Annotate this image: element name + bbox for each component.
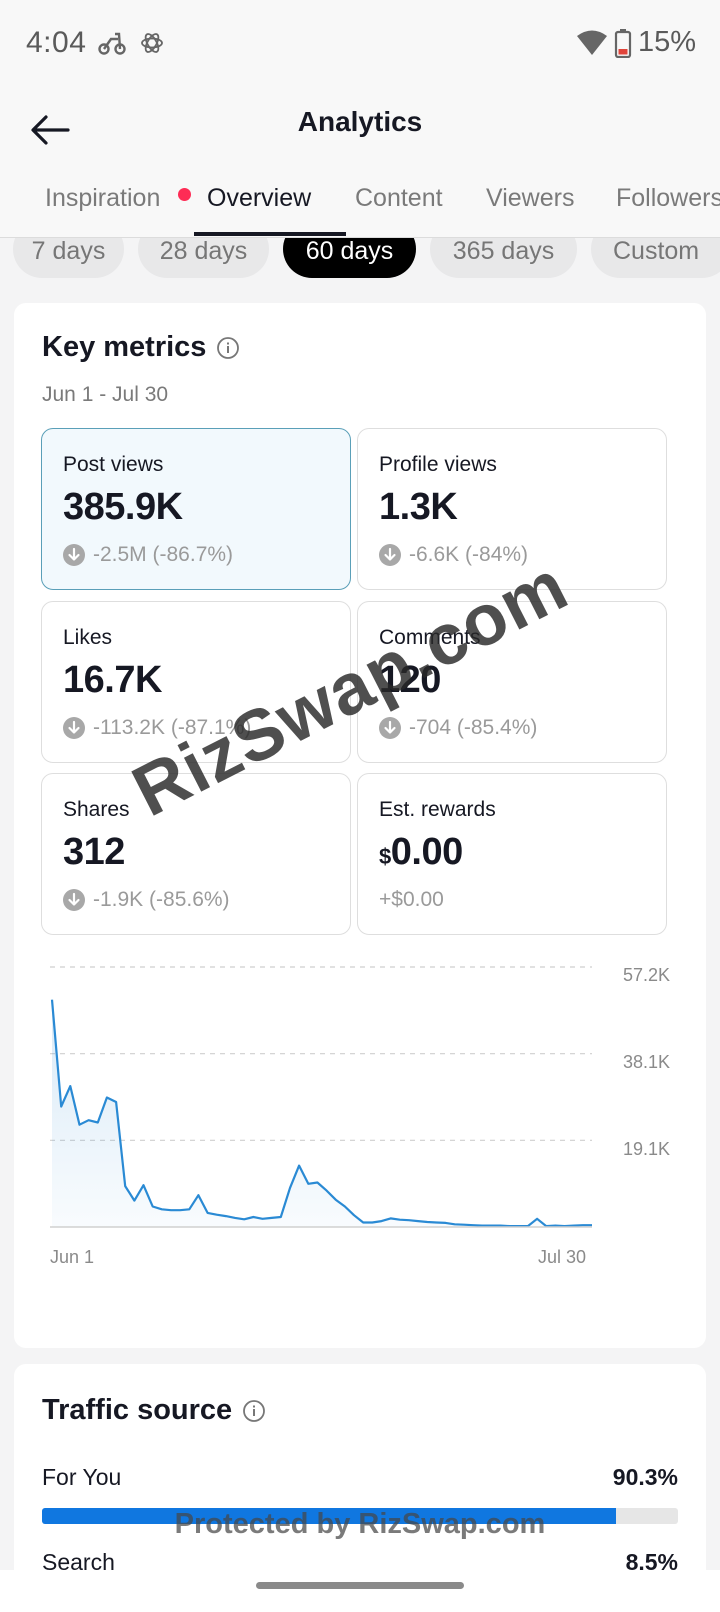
active-tab-indicator: [194, 232, 346, 236]
date-range: Jun 1 - Jul 30: [42, 383, 169, 406]
back-button[interactable]: [26, 106, 74, 154]
scooter-icon: [98, 32, 126, 55]
traffic-source-heading: Traffic source: [42, 1394, 233, 1426]
metric-change: +$0.00: [379, 888, 444, 912]
y-tick-label: 38.1K: [622, 1052, 670, 1072]
metric-profile-views[interactable]: Profile views 1.3K -6.6K (-84%): [357, 428, 667, 590]
wifi-icon: [576, 30, 607, 55]
status-time: 4:04: [26, 26, 87, 59]
battery-icon: [614, 28, 632, 58]
metric-change-text: -113.2K (-87.1%): [93, 716, 252, 739]
arrow-down-circle-icon: [379, 544, 401, 566]
metric-change: -704 (-85.4%): [379, 716, 537, 740]
info-icon[interactable]: [242, 1399, 266, 1423]
status-bar: 4:04 15%: [0, 0, 720, 90]
arrow-down-circle-icon: [63, 889, 85, 911]
tab-bar: Inspiration Overview Content Viewers Fol…: [0, 170, 720, 238]
post-views-chart[interactable]: 57.2K 38.1K 19.1K Jun 1 Jul 30: [14, 953, 706, 1273]
chip-custom[interactable]: Custom: [591, 238, 720, 278]
metric-label: Shares: [63, 798, 130, 821]
atom-icon: [141, 33, 163, 53]
notification-icons: [98, 30, 164, 56]
tab-followers[interactable]: Followers: [616, 184, 720, 212]
metric-change-text: -2.5M (-86.7%): [93, 543, 234, 566]
metric-change: -1.9K (-85.6%): [63, 888, 230, 912]
y-tick-label: 19.1K: [622, 1139, 670, 1159]
progress-fill: [42, 1508, 617, 1524]
page-title: Analytics: [297, 106, 423, 137]
chart-svg: [50, 966, 592, 1228]
metric-label: Est. rewards: [379, 798, 496, 821]
metric-comments[interactable]: Comments 120 -704 (-85.4%): [357, 601, 667, 763]
metric-change-text: +$0.00: [379, 888, 444, 911]
metric-value: 16.7K: [63, 659, 162, 701]
traffic-label: For You: [42, 1464, 122, 1490]
metric-change: -113.2K (-87.1%): [63, 716, 251, 740]
chip-60-days[interactable]: 60 days: [283, 238, 416, 278]
x-tick-label: Jun 1: [50, 1247, 95, 1267]
arrow-down-circle-icon: [63, 544, 85, 566]
metric-label: Likes: [63, 626, 113, 649]
chip-365-days[interactable]: 365 days: [430, 238, 577, 278]
tab-overview[interactable]: Overview: [207, 184, 312, 212]
tab-content[interactable]: Content: [355, 184, 443, 212]
traffic-source-title: Traffic source: [42, 1394, 266, 1427]
metric-value: 385.9K: [63, 486, 183, 528]
metric-shares[interactable]: Shares 312 -1.9K (-85.6%): [41, 773, 351, 935]
home-indicator[interactable]: [256, 1582, 464, 1589]
chart-series-line: [50, 999, 592, 1228]
metric-change: -6.6K (-84%): [379, 543, 528, 567]
battery-percent: 15%: [637, 26, 696, 58]
metric-est-rewards[interactable]: Est. rewards $0.00 +$0.00: [357, 773, 667, 935]
arrow-down-circle-icon: [379, 717, 401, 739]
app-header: Analytics: [0, 90, 720, 170]
metric-likes[interactable]: Likes 16.7K -113.2K (-87.1%): [41, 601, 351, 763]
metric-change-text: -6.6K (-84%): [409, 543, 529, 566]
chip-28-days[interactable]: 28 days: [138, 238, 269, 278]
watermark-bottom: Protected by RizSwap.com: [174, 1508, 546, 1540]
tab-inspiration[interactable]: Inspiration: [45, 184, 161, 212]
info-icon[interactable]: [216, 336, 240, 360]
metric-value: 1.3K: [379, 486, 458, 528]
navigation-bar: [0, 1570, 720, 1612]
metric-change-text: -704 (-85.4%): [409, 716, 538, 739]
traffic-row-for-you: For You 90.3%: [42, 1464, 678, 1491]
system-icons: 15%: [576, 26, 696, 59]
metric-post-views[interactable]: Post views 385.9K -2.5M (-86.7%): [41, 428, 351, 590]
metric-change-text: -1.9K (-85.6%): [93, 888, 230, 911]
x-tick-label: Jul 30: [538, 1247, 587, 1267]
tab-viewers[interactable]: Viewers: [486, 184, 575, 212]
chip-7-days[interactable]: 7 days: [13, 238, 124, 278]
metric-value: $0.00: [379, 831, 463, 874]
key-metrics-title: Key metrics: [42, 331, 240, 364]
y-tick-label: 57.2K: [622, 965, 670, 985]
key-metrics-heading: Key metrics: [42, 331, 207, 363]
traffic-progress-for-you: [42, 1508, 678, 1524]
notification-dot: [178, 188, 191, 201]
metric-value: 120: [379, 659, 441, 701]
arrow-left-icon: [31, 115, 70, 145]
key-metrics-card: Key metrics Jun 1 - Jul 30 Post views 38…: [14, 303, 706, 1348]
metric-value-number: 0.00: [390, 831, 463, 873]
period-selector: 7 days 28 days 60 days 365 days Custom: [0, 238, 720, 284]
metric-value: 312: [63, 831, 125, 873]
chart-area-fill: [52, 999, 592, 1227]
metric-label: Comments: [379, 626, 481, 649]
metric-label: Profile views: [379, 453, 497, 476]
metric-label: Post views: [63, 453, 164, 476]
arrow-down-circle-icon: [63, 717, 85, 739]
currency-symbol: $: [379, 844, 391, 869]
metric-change: -2.5M (-86.7%): [63, 543, 233, 567]
traffic-value: 90.3%: [612, 1464, 678, 1490]
